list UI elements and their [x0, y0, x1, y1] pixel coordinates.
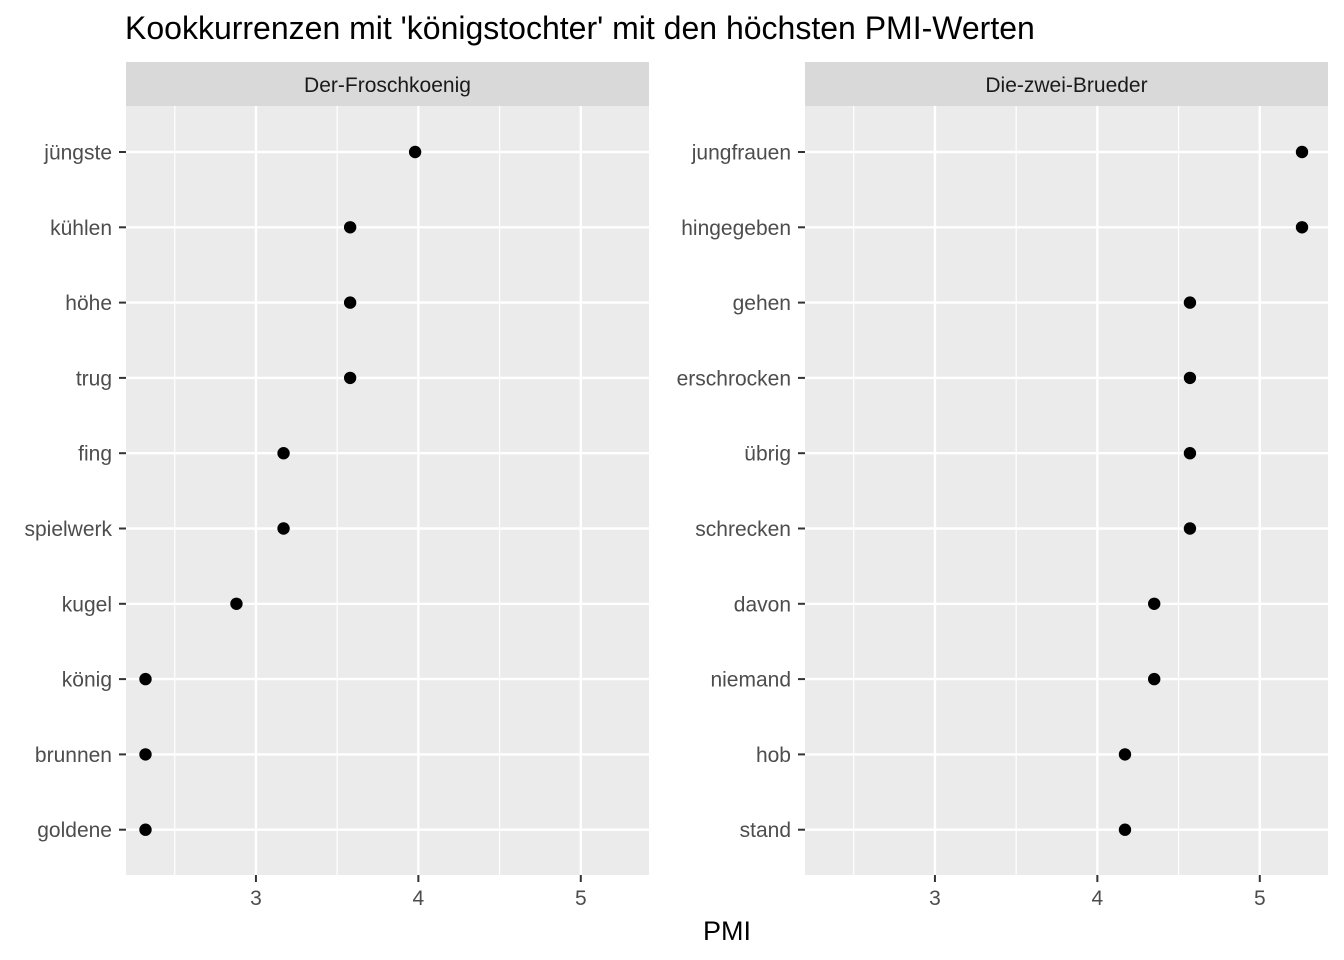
- data-point: [1118, 823, 1132, 836]
- y-tick-label: kühlen: [50, 217, 112, 240]
- data-point: [1118, 748, 1132, 761]
- y-tick-label: jüngste: [43, 142, 112, 165]
- facet-panel-0: Der-Froschkoenig jüngste kühlen höhe trug fin…: [24, 62, 649, 910]
- data-point: [139, 748, 152, 761]
- panel-background: [805, 106, 1328, 875]
- x-tick-label: 5: [575, 887, 587, 910]
- y-tick-label: kugel: [62, 593, 112, 616]
- y-tick-label: jungfrauen: [691, 142, 791, 165]
- data-point: [230, 597, 243, 610]
- y-tick-label: davon: [734, 593, 791, 616]
- data-point: [139, 823, 152, 836]
- x-tick-label: 3: [929, 887, 941, 910]
- facet-strip-label: Die-zwei-Brueder: [985, 74, 1147, 97]
- x-axis-title: PMI: [703, 916, 751, 946]
- data-point: [277, 447, 290, 460]
- x-tick-label: 4: [1092, 887, 1104, 910]
- data-point: [1183, 447, 1197, 460]
- y-tick-label: niemand: [710, 669, 791, 692]
- x-tick-label: 4: [413, 887, 425, 910]
- data-point: [277, 522, 290, 535]
- data-point: [343, 221, 357, 234]
- facet-panels: Der-Froschkoenig jüngste kühlen höhe trug fin…: [24, 62, 1328, 910]
- y-tick-label: goldene: [37, 819, 112, 842]
- data-point: [408, 145, 422, 159]
- data-point: [1295, 221, 1309, 234]
- data-point: [343, 296, 357, 309]
- panel-background: [126, 106, 649, 875]
- x-tick-label: 3: [250, 887, 262, 910]
- data-point: [1183, 296, 1197, 309]
- data-point: [1183, 522, 1197, 535]
- data-point: [1148, 597, 1161, 610]
- y-tick-label: trug: [76, 367, 112, 390]
- data-point: [343, 371, 357, 385]
- y-tick-label: schrecken: [695, 518, 791, 541]
- y-tick-label: hob: [756, 744, 791, 767]
- data-point: [139, 672, 152, 686]
- data-point: [1183, 371, 1197, 385]
- x-tick-label: 5: [1254, 887, 1266, 910]
- y-tick-label: könig: [62, 669, 112, 692]
- y-tick-label: fing: [78, 443, 112, 466]
- y-tick-label: erschrocken: [677, 367, 791, 390]
- y-tick-label: stand: [740, 819, 791, 842]
- facet-strip: [805, 62, 1328, 106]
- y-tick-label: spielwerk: [24, 518, 112, 541]
- facet-strip: [126, 62, 649, 106]
- y-tick-label: gehen: [733, 292, 791, 315]
- y-tick-label: höhe: [65, 292, 112, 315]
- data-point: [1148, 672, 1161, 686]
- data-point: [1295, 145, 1309, 159]
- chart-title: Kookkurrenzen mit 'königstochter' mit de…: [125, 10, 1035, 46]
- facet-panel-1: Die-zwei-Brueder jungfrauen hingegeben gehe…: [677, 62, 1328, 910]
- y-tick-label: übrig: [744, 443, 791, 466]
- y-tick-label: hingegeben: [681, 217, 791, 240]
- facet-strip-label: Der-Froschkoenig: [304, 74, 471, 97]
- y-tick-label: brunnen: [35, 744, 112, 767]
